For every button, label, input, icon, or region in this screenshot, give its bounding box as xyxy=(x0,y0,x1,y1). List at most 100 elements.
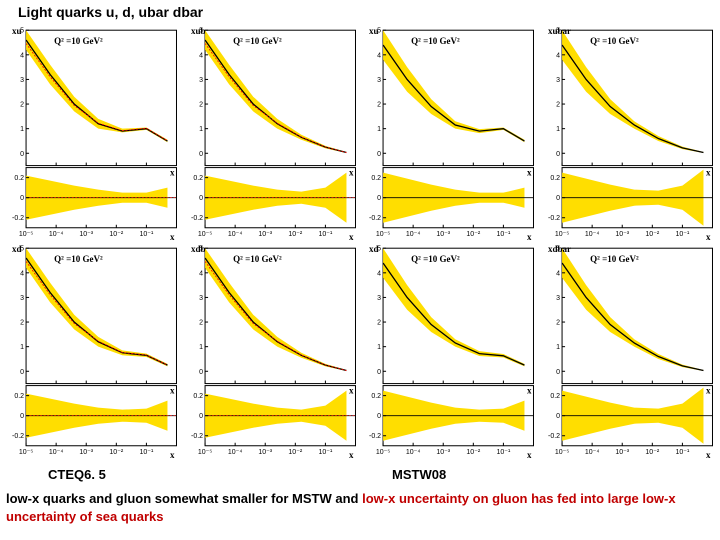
svg-text:x: x xyxy=(170,232,175,242)
svg-text:10⁻¹: 10⁻¹ xyxy=(675,449,689,456)
svg-text:1: 1 xyxy=(199,126,203,133)
svg-text:10⁻⁴: 10⁻⁴ xyxy=(227,231,242,238)
svg-text:x: x xyxy=(705,386,710,396)
svg-text:1: 1 xyxy=(377,126,381,133)
svg-text:-0.2: -0.2 xyxy=(12,433,24,440)
svg-text:2: 2 xyxy=(377,102,381,109)
svg-text:-0.2: -0.2 xyxy=(369,433,381,440)
svg-text:x: x xyxy=(527,168,532,178)
svg-text:2: 2 xyxy=(199,320,203,327)
svg-text:4: 4 xyxy=(20,52,24,59)
svg-text:10⁻⁴: 10⁻⁴ xyxy=(406,231,421,238)
svg-text:1: 1 xyxy=(20,126,24,133)
svg-text:2: 2 xyxy=(556,320,560,327)
svg-text:10⁻¹: 10⁻¹ xyxy=(675,231,689,238)
svg-text:10⁻⁴: 10⁻⁴ xyxy=(49,449,64,456)
svg-text:10⁻¹: 10⁻¹ xyxy=(318,231,332,238)
page-title: Light quarks u, d, ubar dbar xyxy=(18,4,203,20)
svg-text:x: x xyxy=(527,386,532,396)
svg-text:3: 3 xyxy=(377,77,381,84)
svg-text:0: 0 xyxy=(199,369,203,376)
svg-text:0: 0 xyxy=(556,369,560,376)
svg-text:0: 0 xyxy=(20,369,24,376)
svg-text:10⁻²: 10⁻² xyxy=(466,449,480,456)
svg-text:10⁻²: 10⁻² xyxy=(109,449,123,456)
svg-text:10⁻⁵: 10⁻⁵ xyxy=(197,449,211,456)
svg-text:4: 4 xyxy=(377,52,381,59)
svg-text:Q² =10 GeV²: Q² =10 GeV² xyxy=(54,36,103,46)
svg-text:x: x xyxy=(348,386,353,396)
svg-text:10⁻⁴: 10⁻⁴ xyxy=(227,449,242,456)
svg-text:3: 3 xyxy=(20,295,24,302)
svg-text:-0.2: -0.2 xyxy=(547,215,559,222)
svg-text:0: 0 xyxy=(20,413,24,420)
svg-text:-0.2: -0.2 xyxy=(190,215,202,222)
svg-text:xdb: xdb xyxy=(191,244,206,254)
svg-text:0: 0 xyxy=(377,369,381,376)
svg-text:10⁻⁴: 10⁻⁴ xyxy=(49,231,64,238)
pdf-panel-2: 012345xuQ² =10 GeV²-0.200.210⁻⁵10⁻⁴10⁻³1… xyxy=(361,26,538,244)
svg-text:x: x xyxy=(170,450,175,460)
svg-text:10⁻¹: 10⁻¹ xyxy=(496,231,510,238)
svg-text:1: 1 xyxy=(20,344,24,351)
label-cteq: CTEQ6. 5 xyxy=(48,467,106,482)
svg-text:10⁻⁴: 10⁻⁴ xyxy=(584,449,599,456)
svg-text:2: 2 xyxy=(556,102,560,109)
svg-text:Q² =10 GeV²: Q² =10 GeV² xyxy=(590,254,639,264)
svg-text:Q² =10 GeV²: Q² =10 GeV² xyxy=(54,254,103,264)
svg-text:Q² =10 GeV²: Q² =10 GeV² xyxy=(233,254,282,264)
svg-text:0: 0 xyxy=(199,195,203,202)
svg-text:10⁻⁴: 10⁻⁴ xyxy=(406,449,421,456)
svg-text:xdbar: xdbar xyxy=(548,244,571,254)
svg-text:x: x xyxy=(705,232,710,242)
svg-text:10⁻²: 10⁻² xyxy=(288,231,302,238)
svg-text:10⁻²: 10⁻² xyxy=(288,449,302,456)
svg-text:x: x xyxy=(348,168,353,178)
svg-text:x: x xyxy=(348,450,353,460)
svg-text:-0.2: -0.2 xyxy=(547,433,559,440)
caption: low-x quarks and gluon somewhat smaller … xyxy=(6,490,714,525)
svg-text:4: 4 xyxy=(20,270,24,277)
svg-text:10⁻²: 10⁻² xyxy=(645,449,659,456)
svg-text:0: 0 xyxy=(377,413,381,420)
svg-text:10⁻²: 10⁻² xyxy=(645,231,659,238)
svg-text:10⁻⁵: 10⁻⁵ xyxy=(554,231,568,238)
svg-text:4: 4 xyxy=(199,52,203,59)
svg-text:0: 0 xyxy=(20,151,24,158)
svg-text:3: 3 xyxy=(20,77,24,84)
svg-text:3: 3 xyxy=(556,295,560,302)
svg-text:xd: xd xyxy=(369,244,379,254)
svg-text:1: 1 xyxy=(199,344,203,351)
svg-text:-0.2: -0.2 xyxy=(190,433,202,440)
svg-text:0: 0 xyxy=(377,151,381,158)
svg-text:Q² =10 GeV²: Q² =10 GeV² xyxy=(411,36,460,46)
svg-text:xd: xd xyxy=(12,244,22,254)
svg-text:10⁻³: 10⁻³ xyxy=(79,231,93,238)
svg-text:0.2: 0.2 xyxy=(14,393,24,400)
svg-text:Q² =10 GeV²: Q² =10 GeV² xyxy=(411,254,460,264)
pdf-panel-6: 012345xdQ² =10 GeV²-0.200.210⁻⁵10⁻⁴10⁻³1… xyxy=(361,244,538,462)
pdf-panel-5: 012345xdbQ² =10 GeV²-0.200.210⁻⁵10⁻⁴10⁻³… xyxy=(183,244,360,462)
svg-text:4: 4 xyxy=(377,270,381,277)
label-mstw: MSTW08 xyxy=(392,467,446,482)
svg-text:10⁻³: 10⁻³ xyxy=(615,231,629,238)
chart-grid: 012345xuQ² =10 GeV²-0.200.210⁻⁵10⁻⁴10⁻³1… xyxy=(4,26,716,462)
svg-text:xu: xu xyxy=(369,26,379,36)
svg-text:x: x xyxy=(170,386,175,396)
svg-text:3: 3 xyxy=(556,77,560,84)
svg-text:10⁻⁵: 10⁻⁵ xyxy=(554,449,568,456)
svg-text:xu: xu xyxy=(12,26,22,36)
svg-text:0: 0 xyxy=(556,413,560,420)
svg-text:10⁻³: 10⁻³ xyxy=(79,449,93,456)
svg-text:10⁻¹: 10⁻¹ xyxy=(318,449,332,456)
svg-text:0: 0 xyxy=(556,195,560,202)
svg-text:1: 1 xyxy=(556,344,560,351)
svg-text:3: 3 xyxy=(377,295,381,302)
caption-p1: low-x quarks and gluon somewhat smaller … xyxy=(6,491,362,506)
svg-text:10⁻⁵: 10⁻⁵ xyxy=(376,449,390,456)
svg-text:0.2: 0.2 xyxy=(193,175,203,182)
svg-text:10⁻¹: 10⁻¹ xyxy=(496,449,510,456)
svg-text:10⁻³: 10⁻³ xyxy=(436,449,450,456)
svg-text:10⁻¹: 10⁻¹ xyxy=(139,449,153,456)
svg-text:x: x xyxy=(527,450,532,460)
